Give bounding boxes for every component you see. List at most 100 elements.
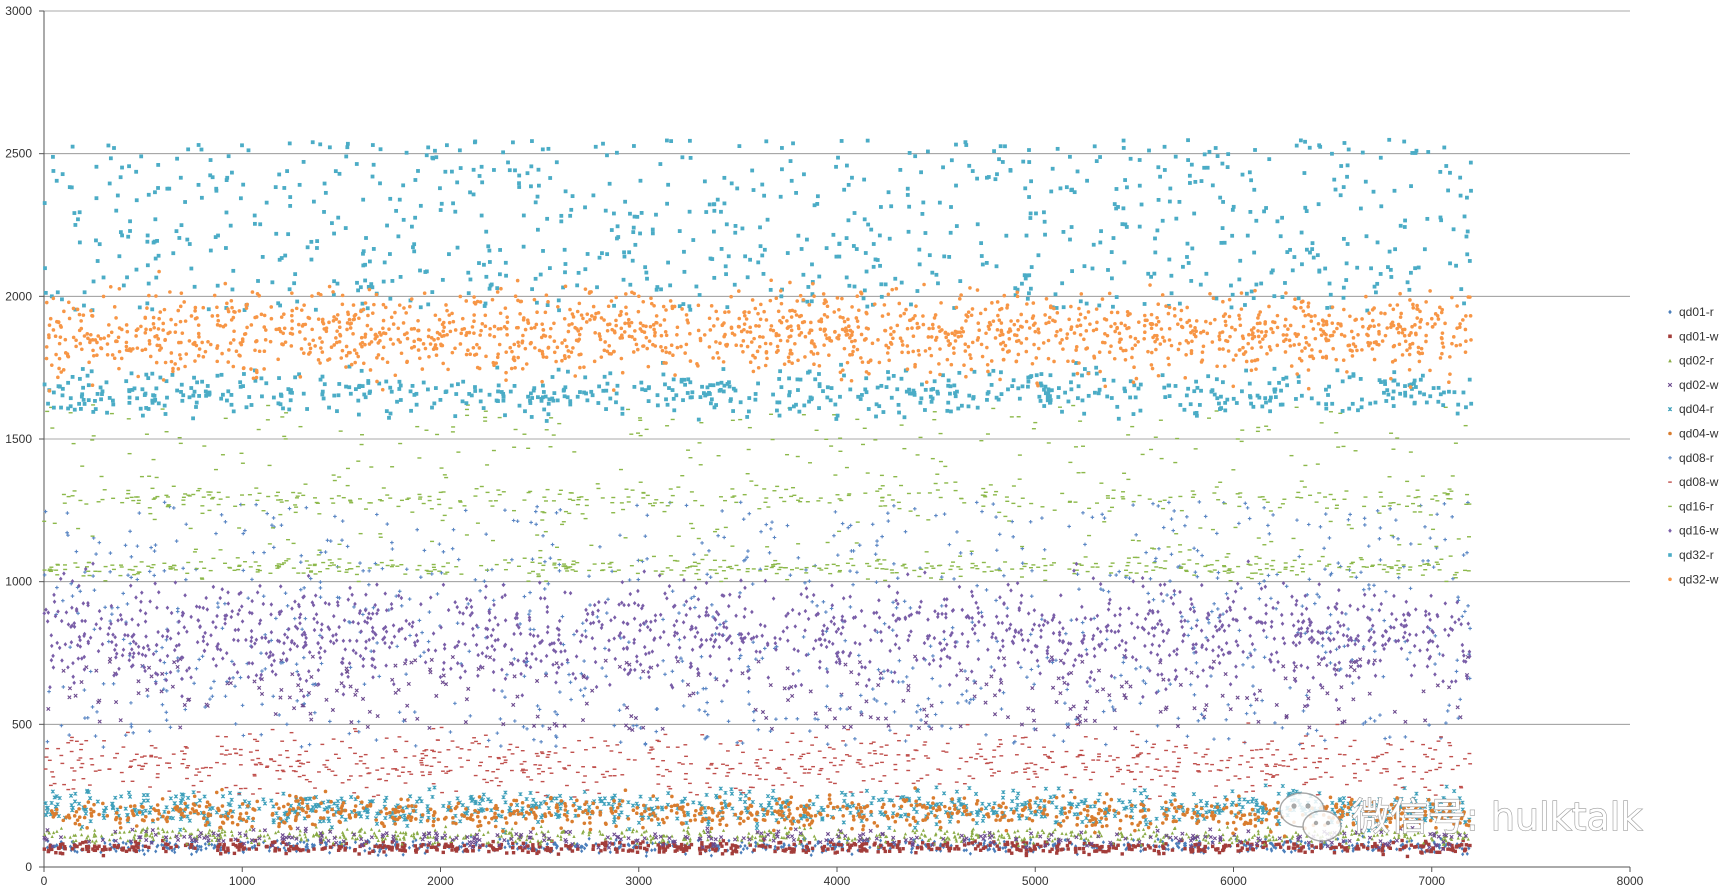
data-point bbox=[1351, 848, 1355, 853]
data-point bbox=[785, 523, 790, 528]
data-point bbox=[244, 829, 248, 833]
data-point bbox=[718, 786, 723, 791]
data-point bbox=[992, 712, 998, 717]
data-point bbox=[731, 849, 735, 853]
data-point bbox=[920, 841, 925, 845]
data-point bbox=[1196, 849, 1201, 853]
data-point bbox=[559, 847, 564, 851]
data-point bbox=[210, 838, 214, 842]
data-point bbox=[1325, 804, 1329, 809]
data-point bbox=[402, 846, 406, 850]
data-point bbox=[1228, 707, 1233, 712]
data-point bbox=[986, 814, 991, 819]
data-point bbox=[919, 718, 923, 722]
data-point bbox=[673, 849, 677, 853]
data-point bbox=[229, 797, 234, 802]
data-point bbox=[1025, 828, 1029, 833]
data-point bbox=[150, 828, 155, 833]
y-tick-label: 2500 bbox=[5, 147, 32, 161]
data-point bbox=[711, 810, 715, 815]
data-point bbox=[252, 679, 257, 684]
data-point bbox=[177, 809, 181, 813]
data-point bbox=[1048, 795, 1053, 800]
data-point bbox=[1154, 824, 1159, 828]
data-point bbox=[1256, 719, 1261, 724]
data-point bbox=[280, 833, 285, 838]
data-point bbox=[843, 833, 848, 839]
data-point bbox=[1217, 827, 1222, 832]
data-point bbox=[968, 851, 972, 856]
data-point bbox=[220, 626, 225, 631]
data-point bbox=[1170, 802, 1174, 807]
data-point bbox=[802, 823, 806, 828]
data-point bbox=[353, 692, 358, 697]
data-point bbox=[1264, 635, 1269, 639]
data-point bbox=[745, 846, 749, 851]
data-point bbox=[474, 842, 478, 847]
data-point bbox=[287, 841, 292, 846]
data-point bbox=[747, 841, 751, 845]
data-point bbox=[570, 849, 575, 853]
data-point bbox=[1193, 843, 1197, 847]
data-point bbox=[1242, 797, 1247, 802]
data-point bbox=[378, 844, 382, 848]
data-point bbox=[428, 807, 433, 812]
data-point bbox=[825, 831, 831, 837]
data-point bbox=[619, 810, 624, 815]
data-point bbox=[1388, 506, 1393, 511]
data-point bbox=[555, 845, 559, 850]
data-point bbox=[1108, 698, 1112, 703]
data-point bbox=[1330, 807, 1335, 812]
data-point bbox=[91, 847, 95, 851]
data-point bbox=[202, 810, 206, 815]
data-point bbox=[1101, 840, 1106, 845]
data-point bbox=[281, 840, 285, 844]
data-point bbox=[719, 835, 724, 840]
data-point bbox=[94, 552, 98, 556]
data-point bbox=[172, 660, 177, 665]
data-point bbox=[267, 836, 272, 840]
data-point bbox=[287, 807, 292, 812]
data-point bbox=[685, 802, 690, 807]
y-tick-label: 2000 bbox=[5, 289, 32, 303]
data-point bbox=[127, 794, 133, 799]
data-point bbox=[1045, 813, 1050, 817]
data-point bbox=[68, 835, 72, 839]
data-point bbox=[1433, 634, 1438, 638]
data-point bbox=[279, 523, 284, 527]
data-point bbox=[848, 810, 853, 816]
data-point bbox=[1340, 800, 1346, 806]
data-point bbox=[688, 837, 692, 841]
data-point bbox=[230, 820, 235, 825]
data-point bbox=[237, 831, 242, 836]
data-point bbox=[1253, 812, 1257, 817]
data-point bbox=[1060, 831, 1064, 835]
data-point bbox=[141, 848, 145, 853]
data-point bbox=[147, 729, 152, 733]
data-point bbox=[72, 814, 77, 818]
data-point bbox=[1346, 805, 1351, 810]
data-point bbox=[805, 845, 809, 850]
data-point bbox=[1461, 852, 1465, 857]
data-point bbox=[49, 809, 54, 813]
data-point bbox=[787, 843, 791, 848]
data-point bbox=[718, 841, 723, 846]
data-point bbox=[546, 582, 551, 586]
data-point bbox=[240, 703, 245, 708]
data-point bbox=[183, 707, 188, 712]
data-point bbox=[947, 849, 952, 853]
data-point bbox=[1403, 719, 1408, 724]
data-point bbox=[579, 845, 583, 850]
data-point bbox=[242, 846, 247, 850]
data-point bbox=[542, 838, 547, 843]
data-point bbox=[1100, 512, 1104, 517]
data-point bbox=[543, 812, 547, 816]
data-point bbox=[105, 814, 110, 818]
data-point bbox=[520, 848, 525, 853]
data-point bbox=[126, 790, 132, 795]
data-point bbox=[675, 659, 681, 664]
data-point bbox=[391, 807, 395, 812]
data-point bbox=[1254, 798, 1259, 803]
data-point bbox=[1121, 660, 1126, 665]
data-point bbox=[499, 814, 504, 819]
